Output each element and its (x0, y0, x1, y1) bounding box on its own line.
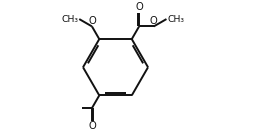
Text: O: O (88, 122, 96, 131)
Text: CH₃: CH₃ (62, 15, 78, 24)
Text: CH₃: CH₃ (167, 15, 184, 24)
Text: O: O (150, 16, 158, 26)
Text: O: O (135, 2, 143, 12)
Text: O: O (88, 16, 96, 26)
